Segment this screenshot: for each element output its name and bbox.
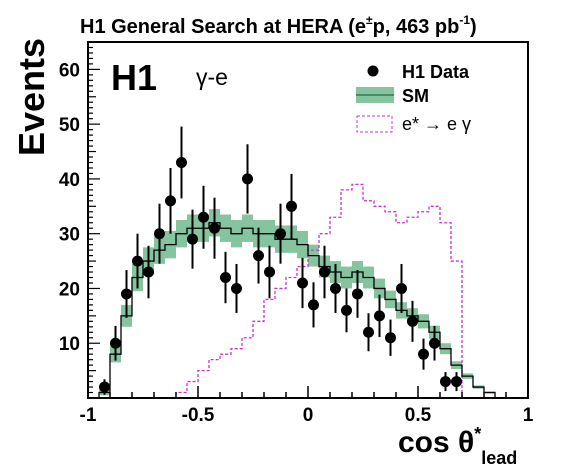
data-point bbox=[363, 326, 374, 338]
x-tick-label: -0.5 bbox=[182, 405, 215, 426]
data-point bbox=[440, 376, 451, 388]
data-point bbox=[275, 228, 286, 240]
chart-title: H1 General Search at HERA (e±p, 463 pb-1… bbox=[80, 13, 477, 38]
data-point bbox=[165, 195, 176, 207]
y-tick-label: 30 bbox=[59, 225, 80, 246]
data-point bbox=[121, 288, 132, 300]
data-point bbox=[143, 266, 154, 278]
y-tick-label: 20 bbox=[59, 279, 80, 300]
x-tick-label: 0.5 bbox=[405, 405, 432, 426]
data-point bbox=[154, 228, 165, 240]
data-point bbox=[198, 211, 209, 223]
legend-data-label: H1 Data bbox=[402, 62, 470, 82]
data-point bbox=[286, 200, 297, 212]
data-point bbox=[176, 156, 187, 168]
data-point bbox=[264, 266, 275, 278]
data-point bbox=[187, 233, 198, 245]
x-tick-label: -1 bbox=[80, 405, 97, 426]
y-axis-label: Events bbox=[11, 38, 52, 156]
experiment-label: H1 bbox=[111, 57, 157, 98]
data-point bbox=[385, 332, 396, 344]
data-point bbox=[308, 299, 319, 311]
x-tick-label: 0 bbox=[303, 405, 314, 426]
data-point bbox=[418, 348, 429, 360]
data-point bbox=[319, 266, 330, 278]
y-tick-label: 50 bbox=[59, 115, 80, 136]
data-point bbox=[407, 315, 418, 327]
x-tick-label: 1 bbox=[523, 405, 534, 426]
data-point bbox=[451, 376, 462, 388]
data-point bbox=[352, 288, 363, 300]
data-point bbox=[429, 337, 440, 349]
y-tick-label: 10 bbox=[59, 334, 80, 355]
data-point bbox=[341, 304, 352, 316]
data-point bbox=[110, 337, 121, 349]
data-point bbox=[330, 282, 341, 294]
sm-step-line bbox=[98, 222, 506, 399]
legend-signal-label: e* → e γ bbox=[402, 114, 471, 134]
channel-label: γ-e bbox=[196, 64, 228, 90]
axis-ticks: -1 -0.5 0 0.5 1 10 20 30 40 50 60 bbox=[59, 41, 534, 426]
y-tick-label: 60 bbox=[59, 60, 80, 81]
sm-histogram bbox=[98, 222, 506, 399]
data-point bbox=[297, 277, 308, 289]
legend: H1 Data SM e* → e γ bbox=[356, 62, 471, 134]
data-point bbox=[374, 310, 385, 322]
data-points bbox=[99, 126, 462, 395]
data-point bbox=[132, 255, 143, 267]
data-point bbox=[253, 250, 264, 262]
data-point bbox=[242, 173, 253, 185]
legend-data-marker bbox=[367, 65, 379, 77]
data-point bbox=[396, 282, 407, 294]
x-axis-label: cos θ*lead bbox=[398, 424, 517, 468]
data-point bbox=[99, 381, 110, 393]
data-point bbox=[209, 222, 220, 234]
data-point bbox=[220, 272, 231, 284]
data-point bbox=[231, 282, 242, 294]
legend-sm-label: SM bbox=[402, 86, 429, 106]
legend-signal-box bbox=[356, 115, 393, 133]
y-tick-label: 40 bbox=[59, 170, 80, 191]
